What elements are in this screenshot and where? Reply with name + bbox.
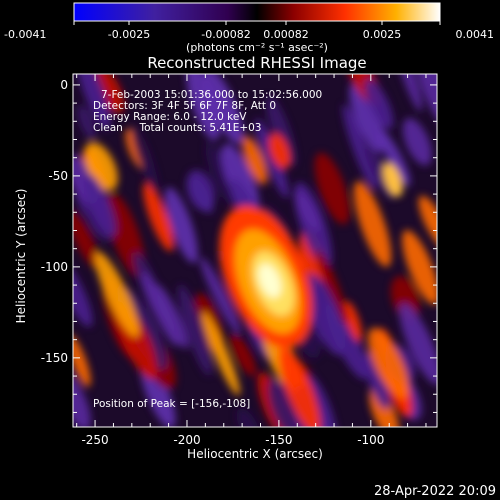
- x-axis-label: Heliocentric X (arcsec): [187, 447, 323, 461]
- tick-labels: -250 -200 -150 -100 0 -50 -100 -150: [41, 78, 385, 447]
- colorbar-tick-label: 0.0025: [363, 28, 402, 41]
- chart-title: Reconstructed RHESSI Image: [147, 54, 366, 72]
- info-energy-range: Energy Range: 6.0 - 12.0 keV: [93, 111, 247, 123]
- peak-position-label: Position of Peak = [-156,-108]: [93, 398, 250, 410]
- axis-ticks: [73, 74, 437, 427]
- colorbar-tick-label: -0.0041: [4, 28, 46, 41]
- info-time-range: 7-Feb-2003 15:01:36.000 to 15:02:56.000: [101, 89, 322, 101]
- x-tick-label: -200: [173, 433, 200, 447]
- colorbar-unit-label: (photons cm⁻² s⁻¹ asec⁻²): [186, 41, 328, 54]
- y-tick-label: 0: [60, 78, 68, 92]
- colorbar-ticks: [73, 21, 441, 25]
- colorbar-gradient: [73, 2, 441, 22]
- x-tick-label: -100: [357, 433, 384, 447]
- y-axis-label: Heliocentric Y (arcsec): [14, 189, 28, 324]
- y-tick-label: -150: [41, 351, 68, 365]
- plot-frame: [72, 73, 438, 428]
- x-tick-label: -150: [265, 433, 292, 447]
- colorbar-tick-label: -0.00082: [201, 28, 250, 41]
- colorbar-tick-label: 0.0041: [456, 28, 495, 41]
- observation-info: 7-Feb-2003 15:01:36.000 to 15:02:56.000 …: [93, 89, 322, 410]
- heatmap-image: [73, 74, 437, 427]
- colorbar-tick-label: 0.00082: [263, 28, 309, 41]
- y-tick-label: -100: [41, 260, 68, 274]
- timestamp: 28-Apr-2022 20:09: [374, 484, 496, 499]
- colorbar: -0.0041 -0.0025 -0.00082 0.00082 0.0025 …: [4, 2, 495, 54]
- colorbar-tick-label: -0.0025: [108, 28, 150, 41]
- info-detectors: Detectors: 3F 4F 5F 6F 7F 8F, Att 0: [93, 100, 276, 112]
- y-tick-label: -50: [48, 169, 68, 183]
- info-clean-counts: Clean Total counts: 5.41E+03: [93, 122, 262, 134]
- x-tick-label: -250: [81, 433, 108, 447]
